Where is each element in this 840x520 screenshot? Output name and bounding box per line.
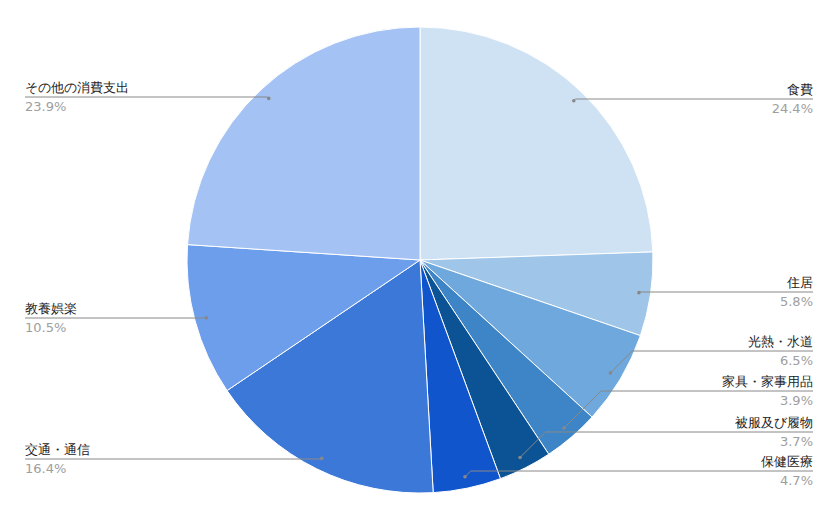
- category-label: 交通・通信: [25, 442, 90, 457]
- value-label: 24.4%: [772, 101, 813, 116]
- chart-container: 食費 24.4% 住居 5.8% 光熱・水道 6.5% 家具・家事用品 3.9% 被服及び履物 3…: [0, 0, 840, 520]
- category-label: 家具・家事用品: [722, 374, 813, 389]
- value-label: 6.5%: [780, 353, 813, 368]
- category-label: その他の消費支出: [25, 80, 129, 95]
- value-label: 16.4%: [25, 461, 66, 476]
- category-label: 被服及び履物: [735, 415, 813, 430]
- leader-dot: [518, 456, 522, 460]
- leader-dot: [463, 475, 467, 479]
- leader-line: [25, 317, 206, 318]
- pie-slice: [420, 260, 500, 493]
- category-label: 食費: [787, 82, 813, 97]
- leader-dot: [320, 457, 324, 461]
- leader-line: [25, 458, 322, 460]
- category-label: 光熱・水道: [748, 334, 813, 349]
- leader-line: [610, 351, 813, 373]
- category-label: 保健医療: [761, 454, 813, 469]
- leader-dot: [205, 316, 209, 320]
- category-label: 教養娯楽: [25, 301, 77, 316]
- leader-dot: [267, 97, 271, 101]
- leader-line: [465, 471, 813, 477]
- value-label: 23.9%: [25, 99, 66, 114]
- value-label: 4.7%: [780, 473, 813, 488]
- leader-dot: [572, 99, 576, 103]
- category-label: 住居: [786, 275, 813, 290]
- leader-dot: [562, 426, 566, 430]
- leader-dot: [609, 371, 613, 375]
- value-label: 3.9%: [780, 393, 813, 408]
- leader-line: [639, 292, 813, 294]
- labels: 食費 24.4% 住居 5.8% 光熱・水道 6.5% 家具・家事用品 3.9% 被服及び履物 3…: [25, 80, 813, 488]
- leader-dot: [637, 291, 641, 295]
- pie-chart: 食費 24.4% 住居 5.8% 光熱・水道 6.5% 家具・家事用品 3.9% 被服及び履物 3…: [0, 0, 840, 520]
- value-label: 3.7%: [780, 434, 813, 449]
- pie-slice: [187, 245, 420, 391]
- value-label: 5.8%: [780, 294, 813, 309]
- value-label: 10.5%: [25, 320, 66, 335]
- pie-slice: [188, 27, 420, 260]
- pie-slice: [420, 27, 653, 260]
